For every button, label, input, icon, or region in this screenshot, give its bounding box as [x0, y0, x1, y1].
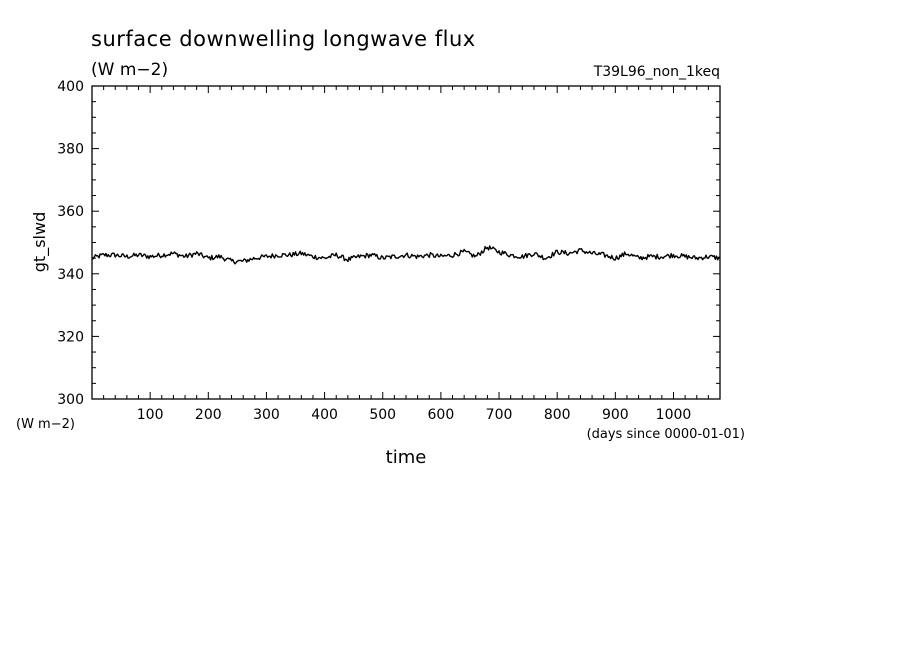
x-axis-ticks: 100 200 300 400 500 600 700 800 900 1000: [103, 86, 709, 423]
x-tick-label: 900: [602, 407, 629, 423]
y-tick-label: 340: [57, 267, 84, 283]
x-tick-label: 800: [544, 407, 571, 423]
y-tick-label: 380: [57, 142, 84, 158]
x-tick-label: 500: [369, 407, 396, 423]
y-tick-label: 320: [57, 329, 84, 345]
x-tick-label: 600: [428, 407, 455, 423]
y-axis-units: (W m−2): [16, 417, 75, 432]
y-axis-ticks: 300 320 340 360 380 400: [57, 79, 720, 408]
x-axis-label: time: [386, 447, 427, 468]
x-tick-label: 700: [486, 407, 513, 423]
y-tick-label: 400: [57, 79, 84, 95]
y-axis-label: gt_slwd: [30, 212, 50, 272]
chart-title: surface downwelling longwave flux: [91, 27, 476, 51]
y-tick-label: 300: [57, 392, 84, 408]
plot-frame: [91, 85, 721, 400]
x-tick-label: 100: [137, 407, 164, 423]
chart-units: (W m−2): [91, 60, 168, 80]
x-tick-label: 400: [311, 407, 338, 423]
x-tick-label: 1000: [656, 407, 692, 423]
x-tick-label: 200: [195, 407, 222, 423]
y-tick-label: 360: [57, 204, 84, 220]
series-layer: [91, 245, 721, 265]
series-line: [91, 245, 721, 265]
x-tick-label: 300: [253, 407, 280, 423]
x-axis-units: (days since 0000-01-01): [587, 427, 745, 442]
experiment-label: T39L96_non_1keq: [593, 64, 720, 80]
